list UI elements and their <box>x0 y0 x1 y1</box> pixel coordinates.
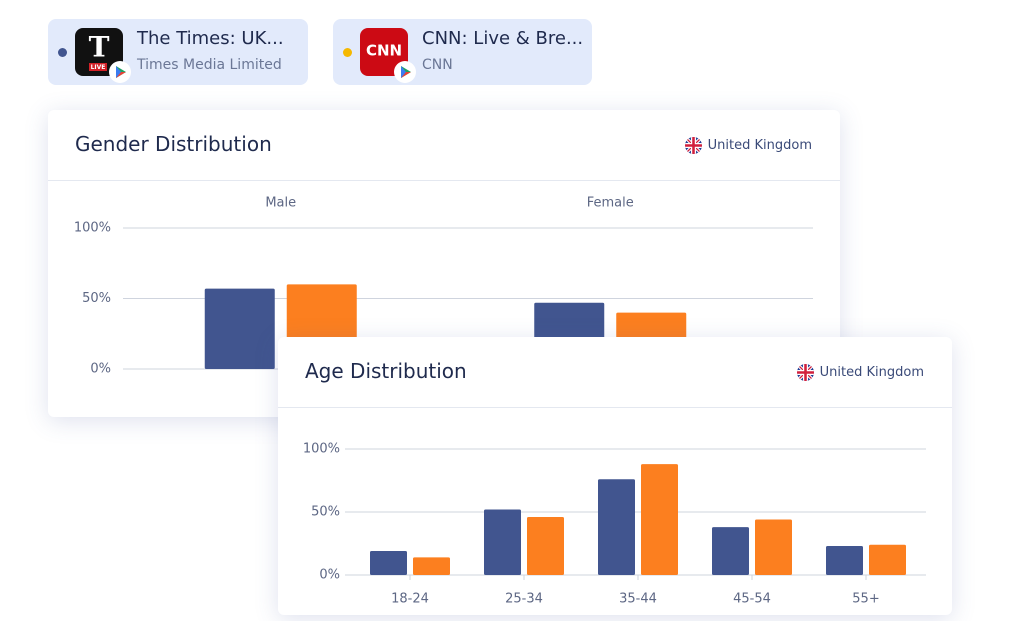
x-tick-label: Male <box>265 196 296 211</box>
bar <box>712 527 749 575</box>
icon-letter: T <box>89 31 110 64</box>
app-icon: CNN <box>360 28 416 83</box>
chart-card: Age Distribution United Kingdom 0% 50% 100% 1… <box>278 337 952 615</box>
x-tick-label: 25-34 <box>505 592 543 607</box>
y-tick-label: 50% <box>82 291 111 306</box>
icon-letter: CNN <box>366 42 402 60</box>
card-header: Gender Distribution United Kingdom <box>48 110 840 181</box>
card-header: Age Distribution United Kingdom <box>278 337 952 408</box>
bar <box>527 517 564 575</box>
bar <box>413 557 450 575</box>
app-dot <box>343 48 352 57</box>
bar <box>826 546 863 575</box>
app-icon: T LIVE <box>75 28 131 83</box>
chart: 0% 50% 100% 18-24 25-34 35-44 45-54 55+ <box>303 442 926 607</box>
icon-badge: LIVE <box>91 64 106 71</box>
region-label: United Kingdom <box>819 365 924 380</box>
bar <box>869 544 906 575</box>
app-card[interactable]: T LIVE The Times: UK... Times Media Limi… <box>48 19 308 85</box>
x-tick-label: 55+ <box>852 592 879 607</box>
bar <box>598 479 635 575</box>
app-title: The Times: UK... <box>137 28 284 49</box>
app-publisher: Times Media Limited <box>137 57 282 73</box>
app-title: CNN: Live & Bre... <box>422 28 584 49</box>
region-label: United Kingdom <box>707 138 812 153</box>
y-tick-label: 50% <box>311 505 340 520</box>
y-tick-label: 0% <box>319 568 340 583</box>
y-tick-label: 100% <box>74 221 111 236</box>
app-card[interactable]: CNN CNN: Live & Bre... CNN <box>333 19 592 85</box>
region-filter[interactable]: United Kingdom <box>796 364 924 381</box>
x-tick-label: Female <box>587 196 634 211</box>
chart-title: Age Distribution <box>305 359 467 383</box>
y-tick-label: 100% <box>303 442 340 457</box>
region-filter[interactable]: United Kingdom <box>684 137 812 154</box>
bar <box>370 551 407 575</box>
y-tick-label: 0% <box>90 362 111 377</box>
app-dot <box>58 48 67 57</box>
x-tick-label: 18-24 <box>391 592 429 607</box>
bar <box>484 509 521 575</box>
x-tick-label: 45-54 <box>733 592 771 607</box>
app-publisher: CNN <box>422 57 453 73</box>
bar <box>204 288 275 369</box>
bar <box>641 464 678 575</box>
x-tick-label: 35-44 <box>619 592 657 607</box>
chart-title: Gender Distribution <box>75 132 272 156</box>
bar <box>755 519 792 575</box>
